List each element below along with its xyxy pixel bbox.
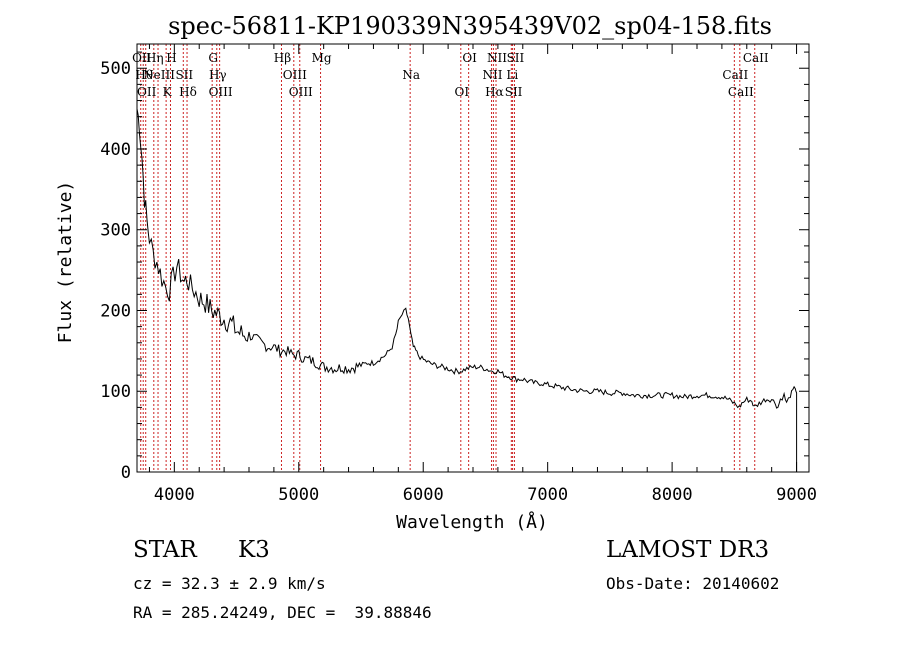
line-labels: OIIHθOIIHηNeIIIKHSIIHδGHγOIIIHβOIIIOIIIM… <box>132 51 769 99</box>
line-label: NII <box>483 68 503 82</box>
line-label: Hβ <box>274 51 291 65</box>
line-label: OII <box>137 85 157 99</box>
line-label: OI <box>462 51 477 65</box>
x-axis-label: Wavelength (Å) <box>396 511 548 533</box>
line-label: CaII <box>722 68 748 82</box>
line-label: Hη <box>146 51 164 65</box>
x-tick-label: 8000 <box>652 485 693 505</box>
spectrum-series-line <box>136 108 798 472</box>
y-tick-label: 100 <box>100 382 131 402</box>
line-label: H <box>166 51 176 65</box>
line-label: Hθ <box>135 68 153 82</box>
line-markers <box>140 44 756 472</box>
x-tick-label: 5000 <box>278 485 319 505</box>
y-tick-label: 200 <box>100 301 131 321</box>
y-tick-label: 500 <box>100 59 131 79</box>
line-label: Hδ <box>179 85 197 99</box>
survey-label: LAMOST DR3 <box>606 537 770 563</box>
line-label: NII <box>487 51 507 65</box>
chart-title: spec-56811-KP190339N395439V02_sp04-158.f… <box>168 12 772 40</box>
axis-ticks: 4000 5000 6000 7000 8000 9000 0 100 200 300 400 500 <box>100 44 817 505</box>
coords-text: RA = 285.24249, DEC = 39.88846 <box>133 603 432 622</box>
y-tick-label: 300 <box>100 221 131 241</box>
line-label: K <box>163 85 173 99</box>
line-label: Hγ <box>209 68 227 82</box>
line-label: OIII <box>209 85 233 99</box>
redshift-text: cz = 32.3 ± 2.9 km/s <box>133 574 326 593</box>
x-tick-label: 6000 <box>403 485 444 505</box>
line-label: CaII <box>728 85 754 99</box>
line-label: Hα <box>485 85 504 99</box>
line-label: SII <box>505 85 523 99</box>
line-label: OIII <box>283 68 307 82</box>
subclass-label: K3 <box>238 537 270 563</box>
y-axis-label: Flux (relative) <box>55 181 76 344</box>
class-label: STAR <box>133 537 197 563</box>
y-tick-label: 0 <box>121 463 131 483</box>
line-label: SII <box>175 68 193 82</box>
line-label: CaII <box>743 51 769 65</box>
plot-frame <box>136 43 810 473</box>
obs-date-text: Obs-Date: 20140602 <box>606 574 780 593</box>
line-label: Na <box>402 68 420 82</box>
x-tick-label: 9000 <box>776 485 817 505</box>
line-label: SII <box>507 51 525 65</box>
line-label: OIII <box>289 85 313 99</box>
line-label: Mg <box>312 51 332 65</box>
x-tick-label: 7000 <box>527 485 568 505</box>
line-label: OI <box>455 85 470 99</box>
x-tick-label: 4000 <box>154 485 195 505</box>
line-label: G <box>208 51 218 65</box>
y-tick-label: 400 <box>100 140 131 160</box>
line-label: NeIII <box>143 68 175 82</box>
line-label: Li <box>506 68 518 82</box>
